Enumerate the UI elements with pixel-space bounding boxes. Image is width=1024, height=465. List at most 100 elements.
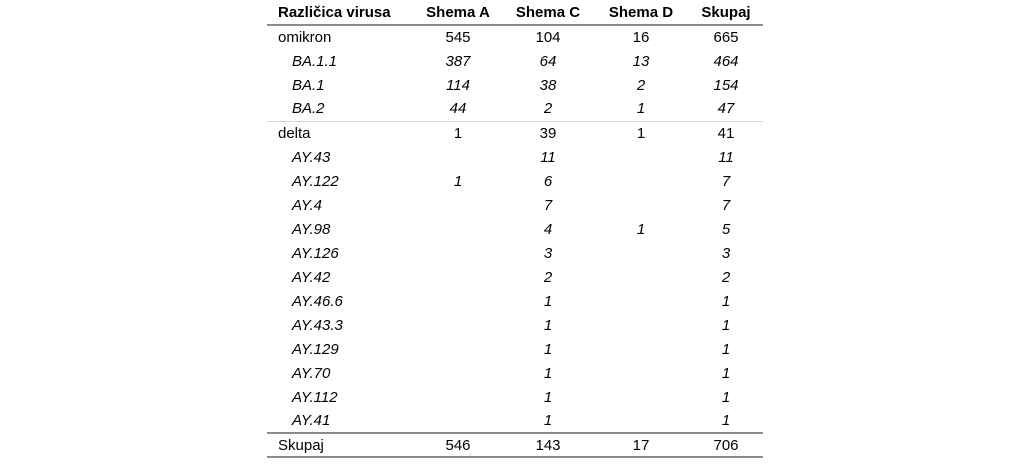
cell-value <box>593 313 689 337</box>
cell-value: 3 <box>543 244 553 262</box>
cell-value: 1 <box>636 220 646 238</box>
cell-value: 1 <box>543 316 553 334</box>
cell-value: 13 <box>632 52 650 70</box>
cell-value: 11 <box>718 148 734 166</box>
table-header-row: Različica virusa Shema A Shema C Shema D… <box>267 1 763 25</box>
column-header-shema-d: Shema D <box>608 4 674 21</box>
cell-value <box>413 409 503 433</box>
cell-value: 11 <box>540 148 556 166</box>
cell-value: 546 <box>445 436 471 454</box>
cell-value: 4 <box>543 220 553 238</box>
cell-value: 7 <box>543 196 553 214</box>
cell-value: 1 <box>543 364 553 382</box>
cell-value: 1 <box>721 388 731 406</box>
variant-counts-table: Različica virusa Shema A Shema C Shema D… <box>267 1 763 458</box>
row-label: omikron <box>278 29 332 46</box>
cell-value: 16 <box>632 29 650 46</box>
cell-value <box>593 169 689 193</box>
row-label: AY.4 <box>292 196 323 214</box>
cell-value <box>593 193 689 217</box>
table-row: AY.42 2 2 <box>267 265 763 289</box>
cell-value: 1 <box>543 388 553 406</box>
row-label: AY.122 <box>292 172 339 190</box>
cell-value: 17 <box>632 436 650 454</box>
cell-value: 2 <box>543 268 553 286</box>
row-label: AY.112 <box>292 388 338 406</box>
cell-value: 1 <box>636 100 646 118</box>
cell-value: 143 <box>535 436 561 454</box>
cell-value: 665 <box>713 29 739 46</box>
table-row: AY.70 1 1 <box>267 361 763 385</box>
cell-value: 464 <box>713 52 739 70</box>
row-label: BA.1.1 <box>292 52 338 70</box>
cell-value: 41 <box>717 124 735 142</box>
cell-value <box>413 217 503 241</box>
row-label: AY.43 <box>292 148 331 166</box>
column-header-shema-c: Shema C <box>515 4 581 21</box>
cell-value <box>593 241 689 265</box>
cell-value: 1 <box>721 292 731 310</box>
row-label: AY.70 <box>292 364 331 382</box>
table-row: BA.1.1 387 64 13 464 <box>267 49 763 73</box>
cell-value: 2 <box>543 100 553 118</box>
cell-value <box>413 313 503 337</box>
cell-value: 5 <box>721 220 731 238</box>
table-row: AY.122 1 6 7 <box>267 169 763 193</box>
cell-value <box>413 145 503 169</box>
row-label: BA.2 <box>292 100 325 118</box>
cell-value <box>413 241 503 265</box>
table-row: AY.46.6 1 1 <box>267 289 763 313</box>
table-row: AY.129 1 1 <box>267 337 763 361</box>
row-label: AY.126 <box>292 244 339 262</box>
cell-value: 1 <box>453 172 463 190</box>
cell-value: 2 <box>636 76 646 94</box>
cell-value: 1 <box>543 340 553 358</box>
cell-value <box>413 289 503 313</box>
cell-value <box>593 265 689 289</box>
table-row: AY.43 11 11 <box>267 145 763 169</box>
cell-value <box>413 193 503 217</box>
cell-value: 1 <box>543 412 553 429</box>
cell-value: 44 <box>449 100 467 118</box>
cell-value: 1 <box>721 340 731 358</box>
cell-value: 47 <box>717 100 735 118</box>
table-row: omikron 545 104 16 665 <box>267 25 763 49</box>
cell-value <box>593 145 689 169</box>
row-label: AY.46.6 <box>292 292 343 310</box>
cell-value <box>413 385 503 409</box>
column-header-skupaj: Skupaj <box>701 4 751 21</box>
table-row: AY.112 1 1 <box>267 385 763 409</box>
cell-value: 154 <box>713 76 739 94</box>
cell-value: 2 <box>721 268 731 286</box>
cell-value: 7 <box>721 172 731 190</box>
cell-value <box>593 361 689 385</box>
cell-value: 3 <box>721 244 731 262</box>
cell-value <box>593 289 689 313</box>
column-header-variant: Različica virusa <box>278 4 391 21</box>
cell-value <box>593 385 689 409</box>
row-label: AY.129 <box>292 340 339 358</box>
cell-value <box>593 409 689 433</box>
cell-value: 7 <box>721 196 731 214</box>
table-row: AY.126 3 3 <box>267 241 763 265</box>
row-label: AY.98 <box>292 220 331 238</box>
row-label: AY.41 <box>292 412 331 429</box>
cell-value: 39 <box>539 124 557 142</box>
table-row: BA.1 114 38 2 154 <box>267 73 763 97</box>
table-row: Skupaj 546 143 17 706 <box>267 433 763 457</box>
table-row: delta 1 39 1 41 <box>267 121 763 145</box>
cell-value: 38 <box>539 76 557 94</box>
cell-value <box>413 265 503 289</box>
cell-value: 1 <box>543 292 553 310</box>
cell-value: 1 <box>721 412 731 429</box>
cell-value: 387 <box>445 52 471 70</box>
cell-value: 1 <box>636 124 646 142</box>
row-label: Skupaj <box>278 436 324 454</box>
cell-value: 104 <box>535 29 561 46</box>
row-label: AY.43.3 <box>292 316 343 334</box>
cell-value: 6 <box>543 172 553 190</box>
cell-value: 64 <box>539 52 557 70</box>
cell-value: 1 <box>721 316 731 334</box>
table-row: BA.2 44 2 1 47 <box>267 97 763 121</box>
